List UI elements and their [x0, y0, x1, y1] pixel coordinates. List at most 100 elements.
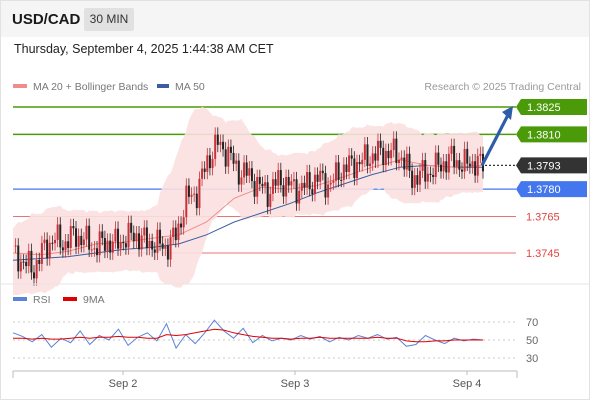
candle-body [374, 153, 377, 161]
candle-body [174, 227, 177, 241]
candle-body [384, 150, 387, 165]
timeframe-button[interactable]: 30 MIN [84, 8, 134, 31]
candle-body [235, 160, 238, 164]
candle-body [253, 181, 256, 197]
candle-body [101, 231, 104, 239]
rsi-tick-50: 50 [526, 335, 538, 347]
candle-body [72, 226, 75, 229]
candle-body [177, 223, 180, 241]
candle-body [437, 152, 440, 165]
candle-body [164, 245, 167, 249]
candle-body [342, 164, 345, 180]
candle-body [311, 189, 314, 195]
candle-body [408, 153, 411, 171]
candle-body [411, 170, 414, 188]
candle-body [463, 148, 466, 172]
candle-body [453, 145, 456, 167]
credit-text: Research © 2025 Trading Central [424, 81, 581, 93]
candle-body [450, 145, 453, 154]
candle-body [400, 157, 403, 160]
candle-body [277, 170, 280, 186]
candle-body [14, 245, 17, 247]
candle-body [387, 150, 390, 159]
legend-ma50-label: MA 50 [175, 81, 205, 93]
candle-body [172, 227, 175, 238]
candle-body [90, 249, 93, 251]
candle-body [313, 174, 316, 195]
candle-body [429, 173, 432, 175]
candle-body [287, 176, 290, 186]
candle-body [447, 153, 450, 173]
candle-body [166, 245, 169, 260]
level-tag-resistance [516, 126, 587, 143]
candle-body [458, 160, 461, 170]
candle-body [295, 179, 298, 204]
candle-body [211, 158, 214, 169]
candle-body [303, 182, 306, 188]
candle-body [130, 222, 133, 233]
candle-body [261, 183, 264, 187]
candle-body [434, 152, 437, 178]
candle-body [96, 248, 99, 256]
candle-body [340, 179, 343, 181]
level-tag-resistance [516, 99, 587, 115]
candle-body [418, 170, 421, 185]
candle-body [38, 260, 41, 264]
candle-body [439, 164, 442, 172]
candle-body [285, 176, 288, 197]
candle-body [466, 148, 469, 164]
candle-body [245, 162, 248, 176]
candle-body [319, 170, 322, 182]
candle-body [48, 242, 51, 259]
candle-body [33, 272, 36, 279]
candle-body [119, 241, 122, 249]
candle-body [111, 241, 114, 253]
candle-body [413, 175, 416, 188]
ma50-swatch [157, 84, 169, 89]
candle-body [35, 260, 38, 279]
candle-body [292, 179, 295, 182]
candle-body [442, 161, 445, 172]
candle-body [308, 172, 311, 190]
x-tick-label: Sep 4 [453, 378, 482, 390]
candle-body [329, 182, 332, 185]
candle-body [345, 164, 348, 172]
legend-ma50: MA 50 [157, 81, 205, 93]
candle-body [358, 162, 361, 165]
candle-body [474, 161, 477, 176]
candle-body [369, 163, 372, 167]
legend-ma20-label: MA 20 + Bollinger Bands [33, 81, 149, 93]
candle-body [103, 238, 106, 251]
rsi-ma-swatch [63, 297, 77, 302]
candle-body [161, 243, 164, 249]
candle-body [279, 170, 282, 186]
candle-body [182, 217, 185, 228]
candle-body [219, 141, 222, 145]
candle-body [67, 241, 70, 249]
candle-body [75, 228, 78, 247]
candle-body [114, 228, 117, 242]
candle-body [256, 176, 259, 197]
candle-body [208, 155, 211, 169]
candle-body [143, 227, 146, 236]
candle-body [25, 262, 28, 267]
legend-ma20: MA 20 + Bollinger Bands [13, 81, 148, 93]
candle-body [363, 144, 366, 160]
candle-body [43, 239, 46, 244]
candle-body [298, 190, 301, 204]
candle-body [316, 174, 319, 182]
candle-body [460, 169, 463, 172]
level-label-1.3825: 1.3825 [527, 102, 561, 114]
rsi-tick-70: 70 [526, 317, 538, 329]
candle-body [206, 155, 209, 172]
candle-body [455, 160, 458, 167]
rsi-line [12, 319, 484, 350]
candle-body [51, 242, 54, 244]
candle-body [127, 222, 130, 248]
candle-body [232, 152, 235, 164]
candle-body [159, 229, 162, 244]
candle-body [376, 140, 379, 161]
candle-body [300, 182, 303, 191]
